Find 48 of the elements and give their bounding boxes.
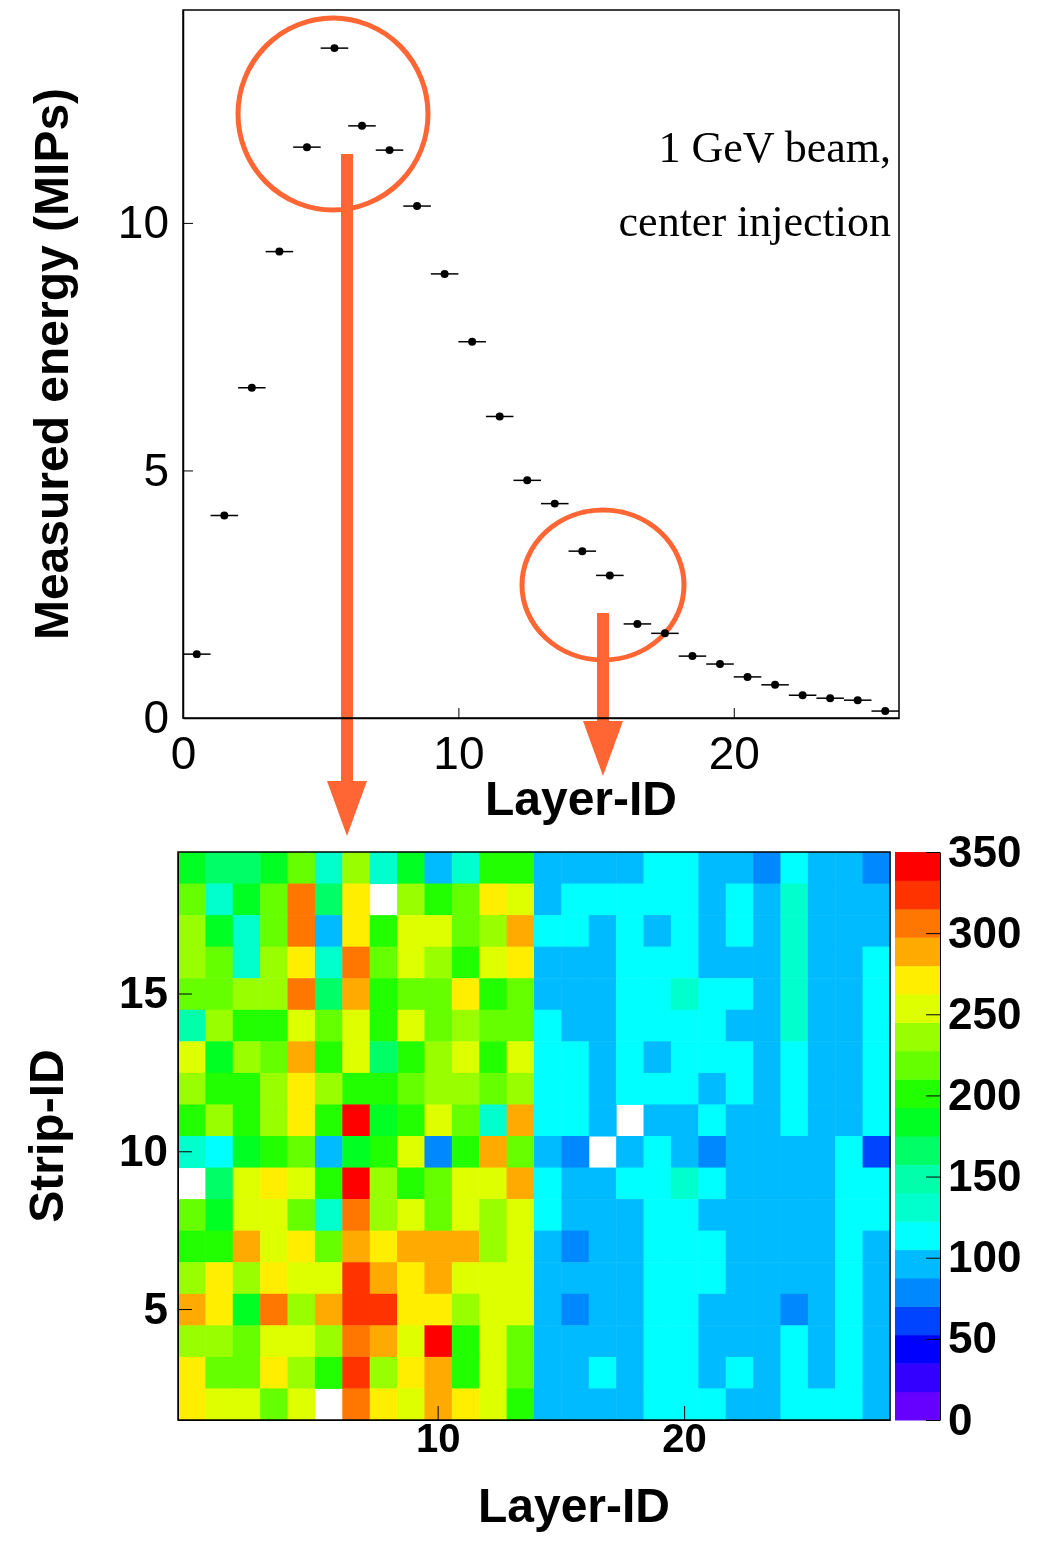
point (605, 571, 614, 580)
point (771, 680, 780, 689)
x-tick-label: 20 (662, 1416, 707, 1461)
point (523, 476, 532, 485)
point (275, 247, 284, 256)
point (688, 652, 697, 661)
point (633, 619, 642, 628)
point (578, 547, 587, 556)
point (495, 412, 504, 421)
point (881, 707, 890, 716)
y-tick-label: 0 (143, 691, 169, 744)
y-tick-label: 15 (119, 968, 168, 1018)
point (358, 121, 366, 130)
x-tick-label: 20 (708, 726, 760, 779)
point (330, 44, 339, 53)
y-tick-label: 5 (143, 443, 169, 496)
color-bar-label: 150 (948, 1151, 1022, 1201)
color-bar-label: 200 (948, 1070, 1022, 1120)
y-tick-label: 5 (143, 1283, 168, 1333)
point (468, 337, 477, 346)
color-bar-label: 350 (948, 826, 1022, 876)
x-axis-title: Layer-ID (477, 1479, 671, 1532)
point (798, 691, 807, 700)
y-tick-label: 10 (119, 1125, 168, 1175)
annotation: center injection (618, 197, 891, 246)
color-bar-label: 300 (948, 907, 1022, 957)
point (660, 629, 669, 638)
point (302, 143, 311, 152)
x-axis-title: Layer-ID (484, 772, 678, 825)
annotation: 1 GeV beam, (658, 123, 891, 172)
color-bar-label: 100 (948, 1232, 1022, 1282)
x-tick-label: 10 (433, 726, 485, 779)
point (413, 202, 422, 211)
point (247, 383, 256, 392)
color-bar-label: 50 (948, 1313, 997, 1363)
y-tick-label: 10 (117, 196, 169, 249)
point (826, 694, 835, 703)
y-axis-title: Measured energy (MIPs) (25, 87, 78, 641)
point (716, 660, 724, 669)
point (440, 269, 449, 278)
point (220, 511, 229, 520)
point (550, 499, 559, 508)
point (192, 650, 201, 659)
y-axis-title: Strip-ID (20, 1049, 73, 1223)
point (853, 696, 862, 705)
color-bar-label: 250 (948, 988, 1022, 1038)
point (385, 146, 394, 155)
point (743, 672, 752, 681)
